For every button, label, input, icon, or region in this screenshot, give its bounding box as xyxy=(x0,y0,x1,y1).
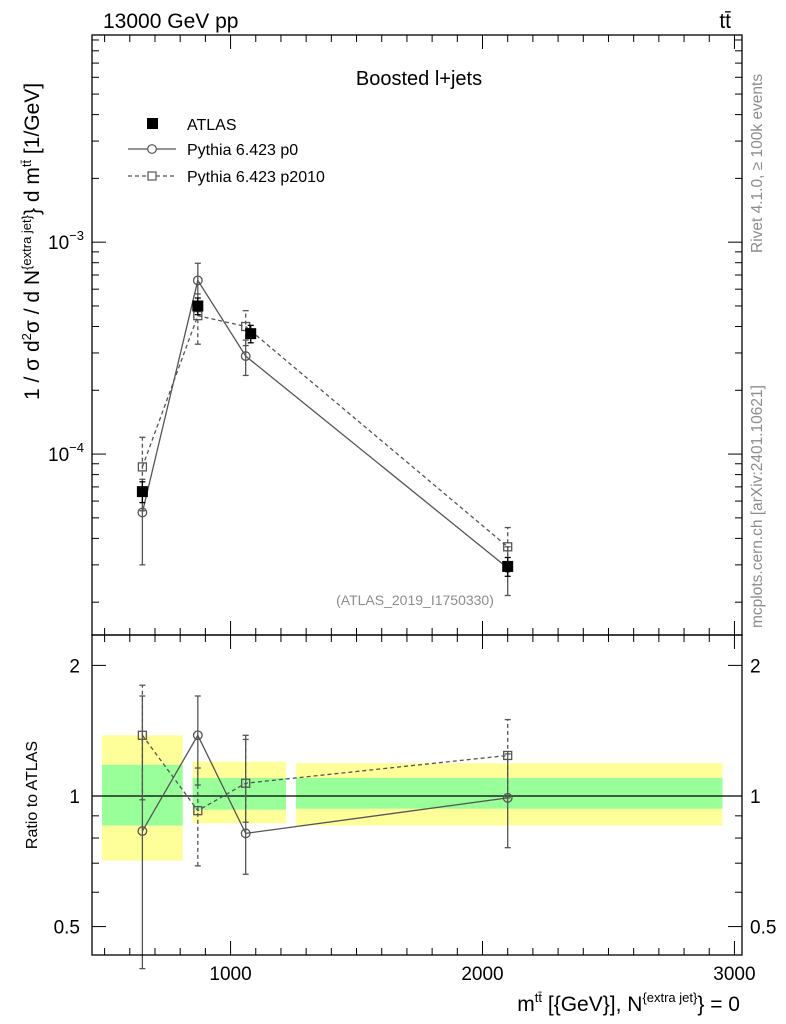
process-label: tt̄ xyxy=(719,10,731,33)
legend-marker-p2010 xyxy=(147,171,157,181)
legend-label-p0: Pythia 6.423 p0 xyxy=(187,142,298,159)
x-tick-label: 1000 xyxy=(209,964,251,985)
main-y-axis-label: 1 / σ d2σ / d N{extra jet}} d mtt̄ [1/Ge… xyxy=(19,83,44,400)
data-point-p0 xyxy=(240,351,251,362)
series-line xyxy=(141,314,509,548)
energy-label: 13000 GeV pp xyxy=(103,10,238,33)
series-line xyxy=(141,734,508,812)
data-point-atlas xyxy=(192,300,204,312)
data-point-p2010 xyxy=(193,806,203,816)
ratio-y-tick-label-right: 1 xyxy=(750,787,761,808)
legend-marker-atlas xyxy=(147,118,158,129)
data-point-p2010 xyxy=(503,750,513,761)
ratio-panel: 1000 2000 3000 0.5 0.5 1 1 2 2 Ratio to ATLAS xyxy=(24,634,776,985)
legend-label-atlas: ATLAS xyxy=(187,117,237,134)
rivet-version-label: Rivet 4.1.0, ≥ 100k events xyxy=(749,74,766,253)
ratio-y-tick-label-right: 0.5 xyxy=(750,918,776,939)
ratio-panel-frame xyxy=(91,634,743,956)
x-tick-label: 2000 xyxy=(461,964,503,985)
ratio-y-tick-label: 0.5 xyxy=(54,918,80,939)
ratio-y-tick-label: 2 xyxy=(69,656,80,677)
ratio-y-tick-label-right: 2 xyxy=(750,656,761,677)
data-point-p0 xyxy=(137,826,148,837)
y-tick-label: 10−4 xyxy=(48,440,84,466)
ratio-y-tick-label: 1 xyxy=(69,787,80,808)
data-point-p0 xyxy=(192,730,203,741)
data-point-atlas xyxy=(136,486,148,498)
data-point-atlas xyxy=(245,328,257,340)
ratio-band-segment xyxy=(192,778,286,810)
x-tick-label: 3000 xyxy=(713,964,755,985)
series-line xyxy=(141,733,508,835)
data-point-p0 xyxy=(137,507,148,518)
series-line xyxy=(141,278,509,569)
data-point-p2010 xyxy=(137,462,148,472)
analysis-id-label: (ATLAS_2019_I1750330) xyxy=(336,592,494,608)
main-panel: 10−4 10−3 Boosted l+jets (ATLAS_2019_I175… xyxy=(19,34,743,636)
main-title: Boosted l+jets xyxy=(356,68,482,90)
y-tick-label: 10−3 xyxy=(48,228,84,254)
data-point-p0 xyxy=(240,828,251,839)
x-axis-label: mtt̄ [{GeV}], N{extra jet}} = 0 xyxy=(517,990,740,1016)
data-point-p2010 xyxy=(137,730,148,740)
data-point-p0 xyxy=(192,275,203,286)
data-point-p2010 xyxy=(241,778,251,788)
ratio-y-axis-label: Ratio to ATLAS xyxy=(24,741,41,849)
legend-label-p2010: Pythia 6.423 p2010 xyxy=(187,169,325,186)
mcplots-label: mcplots.cern.ch [arXiv:2401.10621] xyxy=(749,385,766,628)
legend-marker-p0 xyxy=(147,144,157,154)
legend: ATLAS Pythia 6.423 p0 Pythia 6.423 p2010 xyxy=(128,117,325,186)
data-point-p0 xyxy=(502,792,513,803)
data-point-atlas xyxy=(502,560,514,572)
